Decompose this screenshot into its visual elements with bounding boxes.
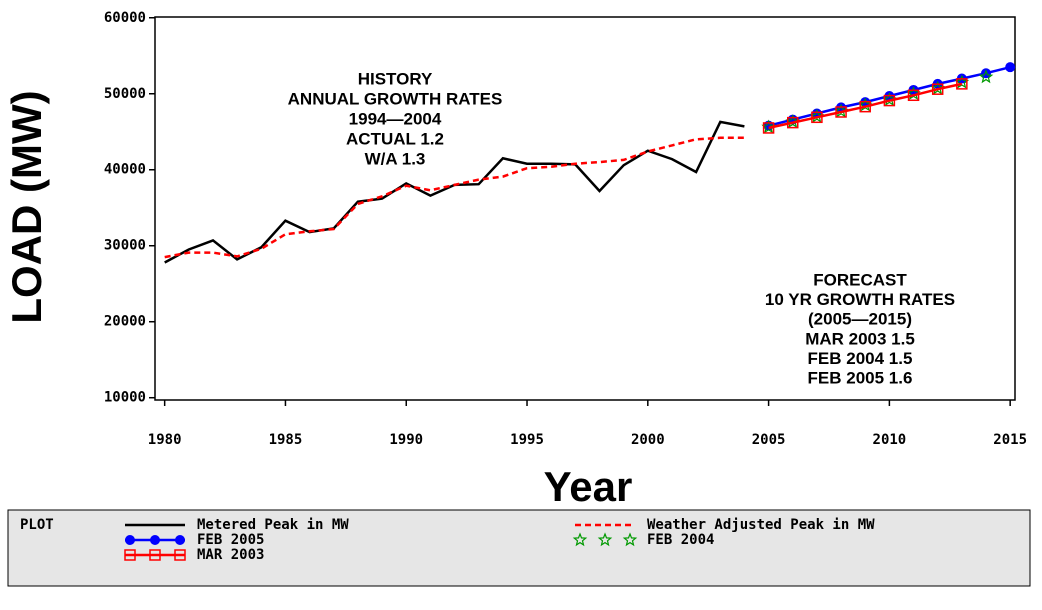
series-line: [164, 120, 745, 264]
legend-title: PLOT: [20, 517, 54, 533]
annotation: 1994—2004: [349, 109, 442, 128]
x-tick-label: 2015: [993, 432, 1027, 448]
legend-label: Weather Adjusted Peak in MW: [647, 517, 875, 533]
legend-marker: [124, 549, 136, 561]
x-tick-label: 2010: [873, 432, 907, 448]
legend-marker: [125, 535, 135, 545]
legend-marker: [149, 549, 161, 561]
legend-marker: [572, 532, 588, 547]
annotation: ANNUAL GROWTH RATES: [288, 89, 503, 108]
series-line: [164, 136, 745, 259]
point: [931, 83, 944, 95]
annotation: 10 YR GROWTH RATES: [765, 290, 955, 309]
point: [907, 89, 920, 102]
y-tick-label: 50000: [104, 86, 146, 102]
point: [883, 94, 896, 107]
y-tick-label: 10000: [104, 390, 146, 406]
point: [787, 116, 799, 129]
legend-marker: [622, 532, 638, 547]
annotation: ACTUAL 1.2: [346, 129, 444, 148]
x-tick-label: 2000: [631, 432, 665, 448]
annotation: FEB 2005 1.6: [808, 368, 913, 387]
plot-frame: [154, 16, 1016, 401]
point: [859, 100, 871, 113]
annotation: (2005—2015): [808, 310, 912, 329]
x-axis-label: Year: [544, 463, 633, 510]
legend-marker: [150, 535, 160, 545]
x-tick-label: 1980: [148, 432, 182, 448]
legend-box: [7, 509, 1031, 587]
annotation: W/A 1.3: [365, 149, 426, 168]
legend-marker: [174, 549, 186, 561]
point: [1005, 62, 1016, 73]
point: [835, 106, 847, 118]
x-tick-label: 1995: [510, 432, 544, 448]
annotation: FEB 2004 1.5: [808, 349, 913, 368]
y-tick-label: 30000: [104, 238, 146, 254]
annotation: HISTORY: [358, 69, 433, 88]
point: [981, 68, 992, 79]
legend-label: Metered Peak in MW: [197, 517, 349, 533]
series-line: [768, 82, 963, 130]
legend-marker: [597, 532, 613, 547]
y-axis-label: LOAD (MW): [3, 90, 50, 323]
point: [811, 111, 823, 124]
point: [762, 122, 775, 134]
x-tick-label: 2005: [752, 432, 786, 448]
annotation: MAR 2003 1.5: [805, 329, 915, 348]
x-tick-label: 1985: [269, 432, 303, 448]
y-tick-label: 40000: [104, 162, 146, 178]
y-tick-label: 20000: [104, 314, 146, 330]
point: [956, 78, 968, 90]
y-tick-label: 60000: [104, 10, 146, 26]
legend-label: FEB 2004: [647, 532, 714, 548]
x-tick-label: 1990: [389, 432, 423, 448]
legend-marker: [175, 535, 185, 545]
legend-label: FEB 2005: [197, 532, 264, 548]
legend-label: MAR 2003: [197, 547, 264, 563]
annotation: FORECAST: [813, 270, 907, 289]
point: [978, 69, 994, 84]
